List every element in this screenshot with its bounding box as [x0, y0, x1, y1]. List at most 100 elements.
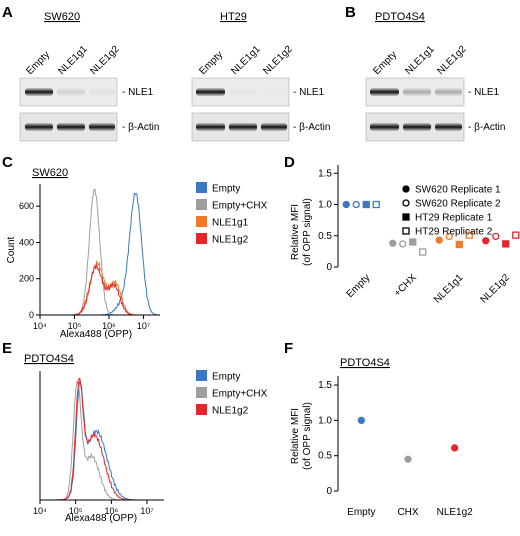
legend-label: NLE1g2: [212, 406, 249, 417]
y-tick-label: 400: [19, 237, 34, 247]
chart-title: SW620: [32, 167, 68, 179]
legend-label: SW620 Replicate 1: [415, 185, 501, 196]
data-point: [402, 185, 410, 193]
legend-label: Empty+CHX: [212, 389, 268, 400]
x-tick-label: +CHX: [392, 272, 419, 299]
y-tick-label: 0: [326, 262, 332, 273]
blot-band: [403, 88, 431, 96]
legend-swatch: [196, 199, 207, 210]
blot-band: [403, 123, 431, 131]
data-point: [455, 240, 463, 249]
blot-title: HT29: [220, 11, 247, 23]
lane-label: Empty: [197, 49, 225, 77]
blot-band: [57, 123, 85, 131]
legend-label: SW620 Replicate 2: [415, 199, 501, 210]
data-point: [451, 444, 459, 452]
y-tick-label: 1.5: [318, 168, 332, 179]
legend: Empty Empty+CHX NLE1g1 NLE1g2: [196, 182, 268, 246]
data-point: [402, 199, 410, 207]
x-tick-label: 10⁷: [140, 506, 153, 516]
legend-label: HT29 Replicate 1: [415, 213, 493, 224]
blot-band: [370, 123, 399, 131]
data-point: [482, 237, 490, 245]
data-point: [352, 200, 360, 209]
chart-title: PDTO4S4: [24, 353, 74, 365]
legend-swatch: [196, 370, 207, 381]
data-point: [362, 200, 370, 209]
data-point: [419, 248, 427, 256]
legend-swatch: [196, 233, 207, 244]
series-line: [40, 263, 160, 316]
data-point: [402, 213, 410, 221]
blot-title: SW620: [44, 11, 80, 23]
x-tick-label: 10⁵: [69, 506, 83, 516]
x-tick-label: 10⁵: [68, 321, 82, 331]
chart-c: SW620 Count Alexa488 (OPP) 10⁴ 10⁵ 10⁶ 10⁷ 0…: [6, 167, 268, 340]
y-axis-label-line: (of OPP signal): [302, 402, 313, 470]
data-point: [402, 227, 410, 235]
x-tick-label: 10⁶: [104, 506, 118, 516]
blot-title: PDTO4S4: [375, 11, 425, 23]
y-tick-label: 1.0: [318, 415, 332, 426]
data-point: [389, 239, 397, 247]
blot-band: [89, 123, 115, 131]
data-point: [445, 232, 453, 241]
blot-band: [229, 123, 257, 131]
x-axis-label: Alexa488 (OPP): [60, 329, 132, 340]
lane-label: NLE1g2: [435, 43, 469, 77]
blot-band: [435, 88, 462, 96]
data-point: [404, 455, 412, 463]
actin-label: - β-Actin: [468, 122, 505, 133]
series-line: [40, 260, 160, 316]
blot-band: [25, 88, 53, 96]
data-point: [465, 231, 473, 239]
x-tick-label: 10⁶: [102, 321, 116, 331]
data-point: [342, 200, 350, 209]
y-tick-label: 200: [19, 274, 34, 284]
blot-sw620: SW620 Empty NLE1g1 NLE1g2 - NLE1 - β-Act…: [19, 11, 159, 142]
legend-label: NLE1g1: [212, 218, 249, 229]
panel-letter-a: A: [2, 4, 13, 21]
chart-title: PDTO4S4: [340, 357, 390, 369]
y-tick-label: 1.5: [318, 380, 332, 391]
blot-band: [261, 123, 287, 131]
blot-band: [229, 88, 257, 96]
panel-letter-d: D: [284, 154, 295, 171]
legend-label: Empty: [212, 372, 240, 383]
nle1-label: - NLE1: [293, 87, 325, 98]
chart-f: PDTO4S4 Relative MFI(of OPP signal) 0 0.5…: [290, 357, 473, 518]
blot-band: [57, 88, 85, 96]
legend-label: Empty+CHX: [212, 201, 268, 212]
plot-area: 0 0.5 1.0 1.5 Empty CHX NLE1g2: [318, 376, 473, 518]
plot-area: 10⁴ 10⁵ 10⁶ 10⁷: [33, 371, 164, 516]
data-point: [409, 238, 417, 246]
y-tick-label: 0: [29, 310, 34, 320]
y-tick-label: 1.0: [318, 200, 332, 211]
legend-swatch: [196, 387, 207, 398]
panel-letter-e: E: [2, 340, 12, 357]
x-tick-label: Empty: [347, 507, 375, 518]
series-line: [40, 192, 160, 316]
legend-swatch: [196, 216, 207, 227]
data-point: [512, 231, 520, 239]
x-tick-label: 10⁴: [33, 321, 47, 331]
y-axis-label-line: Relative MFI: [290, 408, 301, 464]
data-point: [435, 236, 443, 244]
lane-label: NLE1g2: [261, 43, 295, 77]
legend-swatch: [196, 404, 207, 415]
y-axis-label-line: Relative MFI: [290, 204, 301, 260]
blot-band: [370, 88, 399, 96]
y-tick-label: 0: [326, 486, 332, 497]
blot-ht29: HT29 Empty NLE1g1 NLE1g2 - NLE1 - β-Acti…: [191, 11, 330, 142]
x-tick-label: 10⁴: [33, 506, 47, 516]
x-tick-label: NLE1g2: [479, 272, 513, 306]
blot-band: [261, 88, 287, 96]
blot-band: [435, 123, 462, 131]
panel-letter-c: C: [2, 154, 13, 171]
x-tick-label: CHX: [397, 507, 418, 518]
blot-band: [25, 123, 53, 131]
x-tick-label: Empty: [345, 272, 373, 300]
panel-letter-b: B: [345, 4, 356, 21]
x-tick-label: NLE1g2: [437, 507, 474, 518]
actin-label: - β-Actin: [293, 122, 330, 133]
